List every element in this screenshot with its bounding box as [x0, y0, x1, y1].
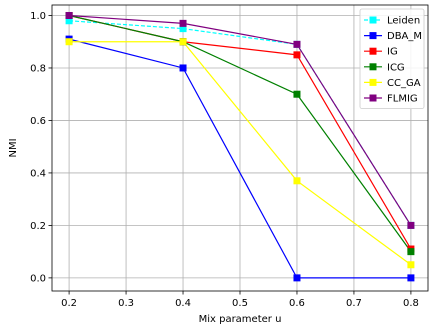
- y-axis-ticks: 0.0 0.2 0.4 0.6 0.8 1.0: [30, 11, 52, 284]
- series-line: [68, 14, 412, 252]
- data-point: [293, 274, 301, 282]
- x-tick-label: 0.4: [175, 298, 191, 309]
- data-point: [407, 248, 415, 256]
- x-tick-label: 0.5: [232, 298, 248, 309]
- series-lines: [68, 14, 412, 279]
- legend-marker: [369, 94, 377, 102]
- data-point: [65, 38, 73, 46]
- y-tick-label: 0.2: [30, 221, 46, 232]
- x-axis-ticks: 0.2 0.3 0.4 0.5 0.6 0.7 0.8: [61, 291, 419, 309]
- data-point: [179, 38, 187, 46]
- data-point: [179, 25, 187, 33]
- legend-label: IG: [387, 47, 398, 58]
- legend-marker: [369, 78, 377, 86]
- x-axis-label: Mix parameter u: [199, 314, 282, 325]
- legend-marker: [369, 16, 377, 24]
- y-axis-label: NMI: [8, 138, 19, 157]
- series-line: [69, 41, 412, 266]
- series-line: [69, 14, 412, 226]
- y-tick-label: 0.6: [30, 116, 46, 127]
- y-tick-label: 0.0: [30, 273, 46, 284]
- x-tick-label: 0.2: [61, 298, 77, 309]
- legend-marker: [369, 47, 377, 55]
- legend-label: Leiden: [387, 16, 420, 27]
- legend: Leiden DBA_M IG ICG CC_GA FLMIG: [359, 8, 425, 109]
- data-point: [65, 11, 73, 19]
- data-point: [407, 274, 415, 282]
- y-tick-label: 1.0: [30, 11, 46, 22]
- x-tick-label: 0.3: [118, 298, 134, 309]
- data-point: [293, 90, 301, 98]
- x-tick-label: 0.8: [403, 298, 419, 309]
- legend-label: CC_GA: [387, 78, 421, 89]
- series-points: [65, 11, 415, 282]
- x-tick-label: 0.7: [346, 298, 362, 309]
- data-point: [293, 40, 301, 48]
- legend-label: ICG: [387, 62, 405, 73]
- data-point: [293, 177, 301, 185]
- data-point: [179, 64, 187, 72]
- x-tick-label: 0.6: [289, 298, 305, 309]
- data-point: [407, 221, 415, 229]
- data-point: [179, 19, 187, 27]
- legend-marker: [369, 63, 377, 71]
- series-line: [68, 38, 411, 279]
- data-point: [65, 17, 73, 25]
- legend-label: FLMIG: [387, 94, 418, 105]
- data-point: [407, 261, 415, 269]
- legend-marker: [369, 32, 377, 40]
- legend-label: DBA_M: [387, 31, 422, 42]
- y-tick-label: 0.8: [30, 63, 46, 74]
- y-tick-label: 0.4: [30, 168, 46, 179]
- data-point: [293, 51, 301, 59]
